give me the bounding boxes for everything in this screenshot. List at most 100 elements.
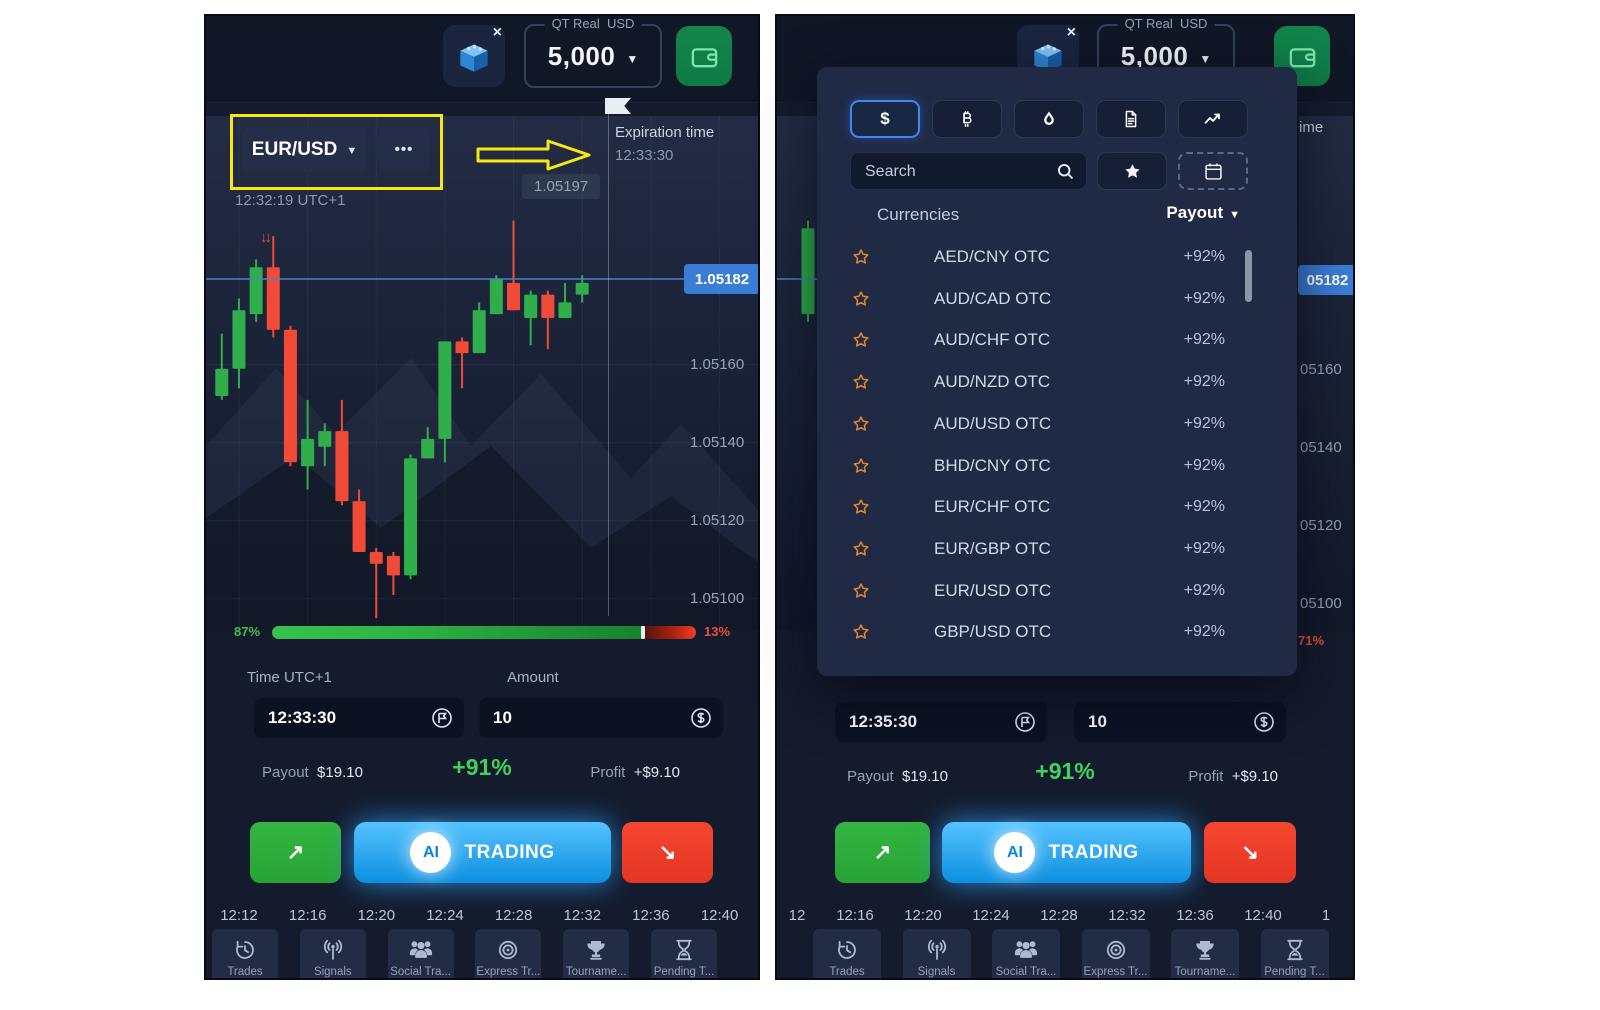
favorite-star-icon[interactable] [851,289,871,309]
nav-tourname[interactable]: Tourname... [1171,929,1239,978]
asset-list-item[interactable]: BHD/CNY OTC +92% [817,446,1297,488]
arrow-down-right-icon: ↘ [658,841,677,864]
asset-list-item[interactable]: AUD/CHF OTC +92% [817,320,1297,362]
time-tick-label: 12:36 [1176,907,1214,924]
sort-by-payout[interactable]: Payout ▼ [1166,203,1240,222]
tab-indices[interactable] [1178,100,1248,138]
tab-crypto[interactable] [932,100,1002,138]
search-input[interactable] [851,153,1057,191]
scrollbar-thumb[interactable] [1245,250,1252,302]
time-tick-label: 12:12 [220,907,258,924]
favorite-star-icon[interactable] [851,497,871,517]
pending-icon [1283,938,1307,962]
favorite-star-icon[interactable] [851,330,871,350]
asset-list-item[interactable]: AED/CNY OTC +92% [817,237,1297,279]
payout-info: Payout $19.10 [262,764,363,781]
favorite-star-icon[interactable] [851,247,871,267]
wallet-icon [1289,47,1315,67]
trade-up-button[interactable]: ↗ [250,822,341,883]
nav-signals[interactable]: Signals [299,929,366,978]
left-phone-panel: × QT Real USD 5,000 ▼ Expiration time 12… [204,14,760,980]
expiration-flag-icon [605,98,631,114]
nav-trades[interactable]: Trades [212,929,278,978]
trade-up-button[interactable]: ↗ [835,822,930,883]
nav-express-tr[interactable]: Express Tr... [1081,929,1150,978]
asset-pair-name: EUR/CHF OTC [934,497,1051,517]
ai-trading-button[interactable]: AI TRADING [942,822,1191,883]
nav-social-tra[interactable]: Social Tra... [992,929,1060,978]
calendar-icon [1204,162,1222,180]
asset-pair-name: EUR/GBP OTC [934,538,1051,558]
dollar-circle-icon[interactable] [689,706,713,730]
favorite-star-icon[interactable] [851,622,871,642]
amount-field[interactable]: 10 [1074,702,1286,742]
close-icon[interactable]: × [1066,24,1076,41]
nav-signals[interactable]: Signals [902,929,971,978]
left-topbar: × QT Real USD 5,000 ▼ [206,16,758,103]
star-icon [1124,163,1140,178]
sentiment-bar-green [272,626,641,639]
time-field[interactable]: 12:35:30 [835,702,1047,742]
chart-edge-sliver [777,116,821,630]
amount-field[interactable]: 10 [479,698,723,738]
sentiment-down-percent: 71% [1298,633,1325,648]
candlestick-chart[interactable] [206,116,760,630]
nav-pending-t[interactable]: Pending T... [651,929,717,978]
favorite-star-icon[interactable] [851,581,871,601]
deadline-flag-icon[interactable] [430,706,454,730]
nav-social-tra[interactable]: Social Tra... [387,929,454,978]
wallet-button[interactable] [676,26,732,86]
close-icon[interactable]: × [492,24,502,41]
favorite-star-icon[interactable] [851,456,871,476]
nav-label: Trades [227,966,263,978]
nav-tourname[interactable]: Tourname... [563,929,630,978]
account-type-label: QT Real USD [544,16,642,31]
deadline-flag-icon[interactable] [1013,710,1037,734]
symbol-more-button[interactable]: ••• [379,127,429,172]
time-field[interactable]: 12:33:30 [254,698,464,738]
ai-trading-button[interactable]: AI TRADING [354,822,611,883]
asset-list-item[interactable]: EUR/USD OTC +92% [817,571,1297,613]
symbol-selector-button[interactable]: EUR/USD ▼ [242,127,367,172]
time-tick-label: 12:40 [1244,907,1282,924]
dollar-circle-icon[interactable] [1252,710,1276,734]
tab-commodities[interactable] [1014,100,1084,138]
time-axis: 12:12 12:16 12:20 12:24 12:28 12:32 12:36 12:40 [206,907,758,925]
asset-list-item[interactable]: GBP/USD OTC +92% [817,612,1297,654]
asset-payout-percent: +92% [1183,289,1225,307]
asset-list-item[interactable]: AUD/NZD OTC +92% [817,362,1297,404]
bonus-gift-icon[interactable]: × [443,24,505,87]
asset-list-item[interactable]: AUD/USD OTC +92% [817,404,1297,446]
asset-list-item[interactable]: AUD/CAD OTC +92% [817,279,1297,321]
account-selector[interactable]: QT Real USD 5,000 ▼ [524,16,662,88]
search-icon[interactable] [1055,161,1076,182]
asset-list-item[interactable]: EUR/GBP OTC +92% [817,529,1297,571]
favorite-star-icon[interactable] [851,414,871,434]
nav-express-tr[interactable]: Express Tr... [475,929,542,978]
arrow-up-right-icon: ↗ [286,841,305,864]
expiration-line [608,98,609,616]
asset-pair-name: AUD/CHF OTC [934,330,1051,350]
nav-trades[interactable]: Trades [813,929,881,978]
trades-icon [233,938,257,962]
bitcoin-icon [957,109,977,129]
favorite-star-icon[interactable] [851,539,871,559]
trade-down-button[interactable]: ↘ [1204,822,1296,883]
favorites-filter-button[interactable] [1097,152,1167,190]
nav-pending-t[interactable]: Pending T... [1260,929,1329,978]
tab-stocks[interactable] [1096,100,1166,138]
time-tick-label: 12:40 [700,907,739,924]
trade-down-button[interactable]: ↘ [622,822,713,883]
amount-field-label: Amount [507,669,559,686]
time-tick-label: 12:32 [1108,907,1146,924]
favorite-star-icon[interactable] [851,372,871,392]
payout-info: Payout $19.10 [847,768,948,785]
time-tick-label: 12:16 [288,907,327,924]
time-tick-label: 12:24 [972,907,1010,924]
asset-list-item[interactable]: EUR/CHF OTC +92% [817,487,1297,529]
asset-payout-percent: +92% [1183,623,1225,641]
schedule-button[interactable] [1178,152,1248,190]
express-icon [496,938,520,962]
price-tick-label: 1.05140 [690,433,745,451]
tab-currencies[interactable]: $ [850,100,920,138]
